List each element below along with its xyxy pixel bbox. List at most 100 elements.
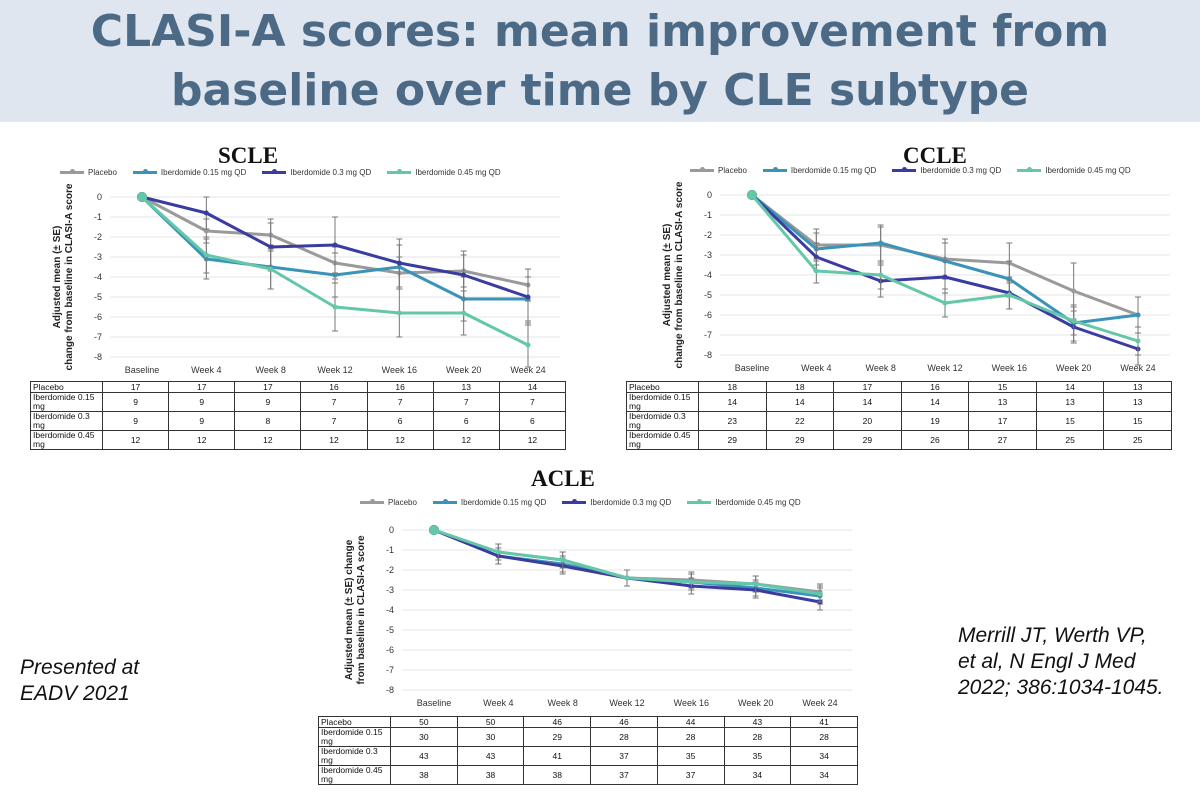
n-cell: 50 <box>390 716 458 728</box>
legend-label: Iberdomide 0.3 mg QD <box>590 498 672 507</box>
n-cell: 13 <box>432 381 500 393</box>
table-row: Iberdomide 0.45 mg 12 12 12 12 12 12 12 <box>30 430 567 450</box>
presented-line-1: Presented at <box>20 656 140 679</box>
slide-title-line-2: baseline over time by CLE subtype <box>170 65 1030 116</box>
legend-swatch <box>762 167 787 172</box>
data-point-iberdomide-0-45-mg-qd <box>332 304 338 310</box>
data-point-iberdomide-0-3-mg-qd <box>525 294 531 300</box>
legend-label: Placebo <box>388 498 417 507</box>
y-tick-label: -5 <box>94 292 102 302</box>
acle-n-table: Placebo 50 50 46 46 44 43 41 Iberdomide 0.15 mg 3… <box>318 716 858 785</box>
n-cell: 9 <box>234 392 302 412</box>
data-point-iberdomide-0-3-mg-qd <box>942 274 948 280</box>
data-point-iberdomide-0-45-mg-qd <box>396 310 402 316</box>
row-label: Iberdomide 0.45 mg <box>318 765 391 785</box>
data-point-iberdomide-0-3-mg-qd <box>203 210 209 216</box>
y-tick-label: 0 <box>97 192 102 202</box>
data-point-iberdomide-0-45-mg-qd <box>525 342 531 348</box>
data-point-iberdomide-0-45-mg-qd <box>429 525 439 535</box>
slide-title-line-1: CLASI-A scores: mean improvement from <box>90 6 1110 57</box>
y-tick-label: -1 <box>94 212 102 222</box>
y-tick-label: -7 <box>94 332 102 342</box>
y-tick-label: -8 <box>704 350 712 360</box>
n-cell: 22 <box>765 411 835 431</box>
legend-item-iberdomide-0-15-mg-qd: Iberdomide 0.15 mg QD <box>432 498 546 507</box>
legend-item-iberdomide-0-3-mg-qd: Iberdomide 0.3 mg QD <box>562 498 671 507</box>
row-label: Placebo <box>30 381 103 393</box>
n-cell: 25 <box>1103 430 1172 450</box>
acle-chart: 0 -1 -2 -3 -4 -5 -6 -7 -8 Baseline Week 4 Week 8 Wee… <box>344 525 852 708</box>
n-cell: 41 <box>523 746 592 766</box>
n-cell: 23 <box>698 411 767 431</box>
legend-item-placebo: Placebo <box>690 166 747 175</box>
n-cell: 13 <box>1103 392 1172 412</box>
n-cell: 26 <box>900 430 970 450</box>
n-cell: 25 <box>1035 430 1105 450</box>
y-tick-label: -6 <box>704 310 712 320</box>
acle-legend: Placebo Iberdomide 0.15 mg QD Iberdomide 0… <box>360 498 817 507</box>
n-cell: 16 <box>366 381 434 393</box>
legend-swatch <box>432 499 457 504</box>
reference-line-2: et al, N Engl J Med <box>958 650 1136 673</box>
legend-label: Placebo <box>88 168 117 177</box>
data-point-iberdomide-0-45-mg-qd <box>137 192 147 202</box>
legend-item-iberdomide-0-3-mg-qd: Iberdomide 0.3 mg QD <box>262 168 371 177</box>
n-cell: 16 <box>300 381 368 393</box>
data-point-iberdomide-0-45-mg-qd <box>747 190 757 200</box>
y-tick-label: -3 <box>94 252 102 262</box>
n-cell: 46 <box>523 716 592 728</box>
row-label: Placebo <box>626 381 699 393</box>
scle-n-table: Placebo 17 17 17 16 16 13 14 Iberdomide 0.15 mg 9… <box>30 381 567 450</box>
presented-at-note: Presented at EADV 2021 <box>20 655 139 707</box>
y-tick-label: -3 <box>704 250 712 260</box>
y-tick-label: -7 <box>386 665 394 675</box>
n-cell: 19 <box>900 411 970 431</box>
legend-swatch <box>387 169 412 174</box>
legend-label: Iberdomide 0.45 mg QD <box>1045 166 1131 175</box>
data-point-iberdomide-0-45-mg-qd <box>813 268 819 274</box>
x-tick-label: Baseline <box>417 698 452 708</box>
n-cell: 12 <box>300 430 368 450</box>
table-row: Placebo 50 50 46 46 44 43 41 <box>318 716 858 728</box>
n-cell: 44 <box>656 716 725 728</box>
n-cell: 17 <box>234 381 302 393</box>
legend-label: Iberdomide 0.3 mg QD <box>290 168 372 177</box>
data-point-iberdomide-0-45-mg-qd <box>461 310 467 316</box>
n-cell: 28 <box>590 727 658 747</box>
n-cell: 14 <box>698 392 767 412</box>
n-cell: 34 <box>790 765 858 785</box>
n-cell: 12 <box>234 430 302 450</box>
legend-swatch <box>562 499 587 504</box>
legend-item-iberdomide-0-45-mg-qd: Iberdomide 0.45 mg QD <box>1017 166 1131 175</box>
n-cell: 13 <box>968 392 1037 412</box>
x-tick-label: Week 12 <box>317 365 352 375</box>
y-tick-label: -4 <box>704 270 712 280</box>
row-label: Iberdomide 0.45 mg <box>30 430 103 450</box>
y-tick-label: -3 <box>386 585 394 595</box>
n-cell: 37 <box>656 765 725 785</box>
y-tick-label: -6 <box>94 312 102 322</box>
acle-heading: ACLE <box>531 466 595 491</box>
n-cell: 50 <box>456 716 525 728</box>
legend-swatch <box>892 167 917 172</box>
n-cell: 35 <box>656 746 725 766</box>
ccle-n-table: Placebo 18 18 17 16 15 14 13 Iberdomide 0.15 mg 1… <box>626 381 1172 450</box>
scle-heading: SCLE <box>218 143 279 168</box>
ccle-chart: 0 -1 -2 -3 -4 -5 -6 -7 -8 Baseline Week 4 Week 8 Wee… <box>662 181 1170 373</box>
n-cell: 28 <box>723 727 792 747</box>
data-point-placebo <box>203 228 209 234</box>
n-cell: 18 <box>698 381 767 393</box>
legend-item-iberdomide-0-15-mg-qd: Iberdomide 0.15 mg QD <box>132 168 247 177</box>
n-cell: 9 <box>101 392 170 412</box>
legend-swatch <box>60 169 84 174</box>
n-cell: 38 <box>456 765 525 785</box>
legend-label: Iberdomide 0.15 mg QD <box>160 168 247 177</box>
n-cell: 14 <box>1035 381 1105 393</box>
n-cell: 43 <box>456 746 525 766</box>
presented-line-2: EADV 2021 <box>20 682 130 705</box>
n-cell: 13 <box>1035 392 1105 412</box>
n-cell: 7 <box>498 392 567 412</box>
data-point-iberdomide-0-45-mg-qd <box>942 300 948 306</box>
legend-label: Iberdomide 0.15 mg QD <box>790 166 877 175</box>
table-row: Iberdomide 0.15 mg 30 30 29 28 28 28 28 <box>318 727 858 747</box>
